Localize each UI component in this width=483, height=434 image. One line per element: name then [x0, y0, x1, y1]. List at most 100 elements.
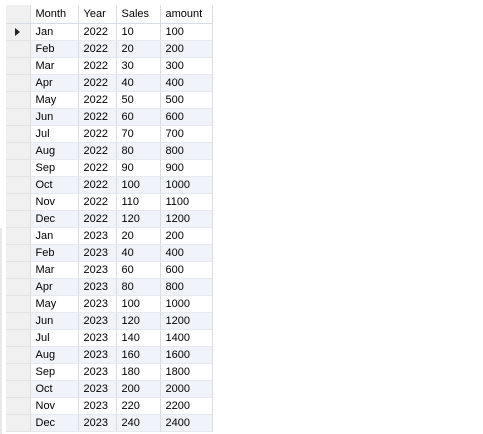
- row-header[interactable]: [6, 74, 31, 92]
- cell-year[interactable]: 2022: [78, 193, 117, 211]
- row-header[interactable]: [6, 142, 31, 160]
- table-row[interactable]: Dec 2022 120 1200: [6, 210, 213, 228]
- cell-sales[interactable]: 40: [116, 74, 161, 92]
- cell-amount[interactable]: 600: [160, 261, 213, 279]
- cell-year[interactable]: 2022: [78, 74, 117, 92]
- cell-sales[interactable]: 200: [116, 380, 161, 398]
- cell-month[interactable]: Sep: [30, 159, 79, 177]
- cell-sales[interactable]: 50: [116, 91, 161, 109]
- cell-sales[interactable]: 100: [116, 295, 161, 313]
- row-header[interactable]: [6, 414, 31, 432]
- cell-amount[interactable]: 1100: [160, 193, 213, 211]
- table-row[interactable]: Jun 2023 120 1200: [6, 312, 213, 330]
- table-row[interactable]: Jul 2022 70 700: [6, 125, 213, 143]
- cell-month[interactable]: Dec: [30, 414, 79, 432]
- table-row[interactable]: Jan 2023 20 200: [6, 227, 213, 245]
- cell-month[interactable]: Nov: [30, 193, 79, 211]
- cell-month[interactable]: Mar: [30, 57, 79, 75]
- row-header[interactable]: [6, 57, 31, 75]
- cell-year[interactable]: 2022: [78, 176, 117, 194]
- cell-sales[interactable]: 60: [116, 261, 161, 279]
- cell-year[interactable]: 2023: [78, 261, 117, 279]
- row-header[interactable]: [6, 210, 31, 228]
- table-row[interactable]: Apr 2023 80 800: [6, 278, 213, 296]
- cell-month[interactable]: Apr: [30, 278, 79, 296]
- column-header-month[interactable]: Month: [30, 5, 79, 24]
- cell-amount[interactable]: 400: [160, 244, 213, 262]
- cell-sales[interactable]: 120: [116, 312, 161, 330]
- cell-sales[interactable]: 20: [116, 40, 161, 58]
- cell-amount[interactable]: 800: [160, 278, 213, 296]
- cell-amount[interactable]: 2400: [160, 414, 213, 432]
- cell-sales[interactable]: 110: [116, 193, 161, 211]
- cell-sales[interactable]: 160: [116, 346, 161, 364]
- cell-month[interactable]: Oct: [30, 380, 79, 398]
- cell-sales[interactable]: 90: [116, 159, 161, 177]
- table-row[interactable]: Oct 2023 200 2000: [6, 380, 213, 398]
- cell-sales[interactable]: 30: [116, 57, 161, 75]
- cell-year[interactable]: 2023: [78, 397, 117, 415]
- table-row[interactable]: Mar 2022 30 300: [6, 57, 213, 75]
- cell-amount[interactable]: 900: [160, 159, 213, 177]
- cell-year[interactable]: 2023: [78, 414, 117, 432]
- row-header[interactable]: [6, 363, 31, 381]
- cell-year[interactable]: 2023: [78, 380, 117, 398]
- cell-sales[interactable]: 80: [116, 142, 161, 160]
- row-header[interactable]: [6, 278, 31, 296]
- cell-sales[interactable]: 220: [116, 397, 161, 415]
- table-row[interactable]: Nov 2023 220 2200: [6, 397, 213, 415]
- cell-year[interactable]: 2023: [78, 244, 117, 262]
- table-row[interactable]: Sep 2023 180 1800: [6, 363, 213, 381]
- cell-month[interactable]: Apr: [30, 74, 79, 92]
- cell-amount[interactable]: 1000: [160, 295, 213, 313]
- table-row[interactable]: Feb 2022 20 200: [6, 40, 213, 58]
- row-header[interactable]: [6, 159, 31, 177]
- cell-sales[interactable]: 140: [116, 329, 161, 347]
- cell-year[interactable]: 2022: [78, 40, 117, 58]
- cell-month[interactable]: Oct: [30, 176, 79, 194]
- cell-month[interactable]: Aug: [30, 346, 79, 364]
- cell-sales[interactable]: 80: [116, 278, 161, 296]
- cell-year[interactable]: 2023: [78, 329, 117, 347]
- cell-month[interactable]: Jun: [30, 108, 79, 126]
- row-header[interactable]: [6, 176, 31, 194]
- cell-amount[interactable]: 300: [160, 57, 213, 75]
- table-row[interactable]: Dec 2023 240 2400: [6, 414, 213, 432]
- row-header[interactable]: [6, 244, 31, 262]
- row-header[interactable]: [6, 380, 31, 398]
- cell-year[interactable]: 2023: [78, 363, 117, 381]
- cell-amount[interactable]: 1200: [160, 210, 213, 228]
- cell-year[interactable]: 2022: [78, 108, 117, 126]
- cell-month[interactable]: May: [30, 295, 79, 313]
- cell-sales[interactable]: 40: [116, 244, 161, 262]
- row-header[interactable]: [6, 397, 31, 415]
- cell-month[interactable]: Jan: [30, 23, 79, 41]
- table-row[interactable]: Apr 2022 40 400: [6, 74, 213, 92]
- row-header[interactable]: [6, 346, 31, 364]
- cell-amount[interactable]: 700: [160, 125, 213, 143]
- cell-amount[interactable]: 1800: [160, 363, 213, 381]
- table-row[interactable]: Aug 2023 160 1600: [6, 346, 213, 364]
- table-row[interactable]: Oct 2022 100 1000: [6, 176, 213, 194]
- grid-corner[interactable]: [6, 5, 31, 24]
- row-header[interactable]: [6, 329, 31, 347]
- cell-year[interactable]: 2023: [78, 278, 117, 296]
- cell-sales[interactable]: 180: [116, 363, 161, 381]
- row-header[interactable]: [6, 193, 31, 211]
- row-header[interactable]: [6, 261, 31, 279]
- cell-amount[interactable]: 1200: [160, 312, 213, 330]
- table-row[interactable]: Aug 2022 80 800: [6, 142, 213, 160]
- cell-amount[interactable]: 1400: [160, 329, 213, 347]
- cell-sales[interactable]: 10: [116, 23, 161, 41]
- cell-year[interactable]: 2022: [78, 125, 117, 143]
- cell-sales[interactable]: 70: [116, 125, 161, 143]
- column-header-year[interactable]: Year: [78, 5, 117, 24]
- cell-year[interactable]: 2023: [78, 295, 117, 313]
- cell-month[interactable]: Dec: [30, 210, 79, 228]
- table-row[interactable]: Mar 2023 60 600: [6, 261, 213, 279]
- cell-amount[interactable]: 600: [160, 108, 213, 126]
- cell-year[interactable]: 2022: [78, 142, 117, 160]
- cell-month[interactable]: May: [30, 91, 79, 109]
- table-row[interactable]: May 2022 50 500: [6, 91, 213, 109]
- cell-year[interactable]: 2023: [78, 227, 117, 245]
